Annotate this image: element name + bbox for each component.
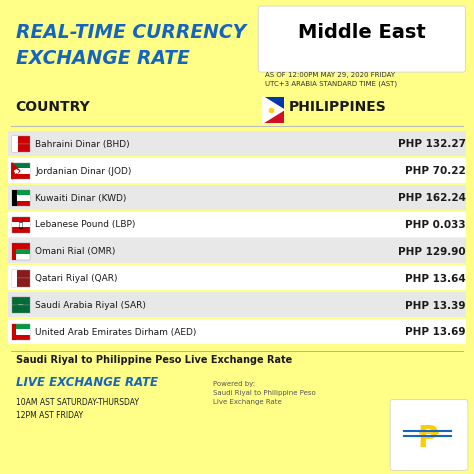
Text: Bahraini Dinar (BHD): Bahraini Dinar (BHD) xyxy=(36,140,130,149)
Polygon shape xyxy=(12,163,20,179)
Polygon shape xyxy=(263,97,284,123)
Text: ₱: ₱ xyxy=(418,424,439,453)
Bar xyxy=(12,136,30,144)
FancyBboxPatch shape xyxy=(263,110,284,123)
Bar xyxy=(12,217,30,225)
Text: Omani Rial (OMR): Omani Rial (OMR) xyxy=(36,247,116,256)
Bar xyxy=(12,297,30,305)
Text: PHP 162.24: PHP 162.24 xyxy=(398,193,465,203)
Bar xyxy=(12,332,30,340)
Text: Saudi Arabia Riyal (SAR): Saudi Arabia Riyal (SAR) xyxy=(36,301,146,310)
Bar xyxy=(9,185,465,210)
Bar xyxy=(9,265,465,290)
Text: LIVE EXCHANGE RATE: LIVE EXCHANGE RATE xyxy=(16,376,157,390)
Text: EXCHANGE RATE: EXCHANGE RATE xyxy=(16,48,189,67)
Bar xyxy=(12,163,30,171)
Bar xyxy=(9,292,465,317)
Bar xyxy=(12,168,30,173)
Text: United Arab Emirates Dirham (AED): United Arab Emirates Dirham (AED) xyxy=(36,328,197,337)
Bar xyxy=(12,144,30,152)
Bar xyxy=(12,190,30,198)
Text: —: — xyxy=(18,303,23,308)
Bar xyxy=(12,190,17,206)
Text: 🌲: 🌲 xyxy=(18,221,23,228)
Text: Qatari Riyal (QAR): Qatari Riyal (QAR) xyxy=(36,274,118,283)
Text: PHP 70.22: PHP 70.22 xyxy=(405,166,465,176)
Bar xyxy=(12,278,30,286)
Text: PHILIPPINES: PHILIPPINES xyxy=(289,100,387,114)
Bar xyxy=(12,329,30,335)
Bar xyxy=(12,249,30,254)
Bar xyxy=(9,131,465,156)
Bar xyxy=(12,198,30,206)
Bar xyxy=(12,244,16,260)
Text: PHP 13.69: PHP 13.69 xyxy=(405,328,465,337)
FancyBboxPatch shape xyxy=(258,6,465,72)
Text: PHP 13.64: PHP 13.64 xyxy=(405,273,465,284)
Bar xyxy=(9,238,465,264)
Text: REAL-TIME CURRENCY: REAL-TIME CURRENCY xyxy=(16,23,246,42)
Bar xyxy=(9,158,465,183)
Text: Middle East: Middle East xyxy=(298,23,426,42)
Bar xyxy=(9,211,465,237)
Bar xyxy=(12,222,30,228)
Text: PHP 0.033: PHP 0.033 xyxy=(405,220,465,230)
Text: Jordanian Dinar (JOD): Jordanian Dinar (JOD) xyxy=(36,167,132,176)
FancyBboxPatch shape xyxy=(390,400,468,470)
Text: Kuwaiti Dinar (KWD): Kuwaiti Dinar (KWD) xyxy=(36,193,127,202)
Bar xyxy=(12,324,16,340)
Bar xyxy=(12,252,30,260)
Bar xyxy=(12,171,30,179)
Bar xyxy=(12,270,17,286)
Text: Saudi Riyal to Philippine Peso Live Exchange Rate: Saudi Riyal to Philippine Peso Live Exch… xyxy=(16,356,292,365)
FancyBboxPatch shape xyxy=(263,97,284,110)
Bar xyxy=(12,195,30,201)
Text: AS OF 12:00PM MAY 29, 2020 FRIDAY
UTC+3 ARABIA STANDARD TIME (AST): AS OF 12:00PM MAY 29, 2020 FRIDAY UTC+3 … xyxy=(265,72,397,87)
Text: Powered by:
Saudi Riyal to Philippine Peso
Live Exchange Rate: Powered by: Saudi Riyal to Philippine Pe… xyxy=(213,381,316,405)
Bar xyxy=(12,225,30,233)
Text: Lebanese Pound (LBP): Lebanese Pound (LBP) xyxy=(36,220,136,229)
Text: PHP 13.39: PHP 13.39 xyxy=(405,301,465,310)
Bar xyxy=(12,324,30,332)
Text: PHP 132.27: PHP 132.27 xyxy=(398,139,465,149)
Bar xyxy=(12,270,30,278)
Bar xyxy=(12,305,30,313)
Text: 10AM AST SATURDAY-THURSDAY
12PM AST FRIDAY: 10AM AST SATURDAY-THURSDAY 12PM AST FRID… xyxy=(16,398,138,420)
Bar xyxy=(12,136,18,152)
Text: COUNTRY: COUNTRY xyxy=(16,100,90,114)
Text: PHP 129.90: PHP 129.90 xyxy=(398,247,465,257)
Bar xyxy=(12,244,30,252)
Bar xyxy=(9,319,465,344)
